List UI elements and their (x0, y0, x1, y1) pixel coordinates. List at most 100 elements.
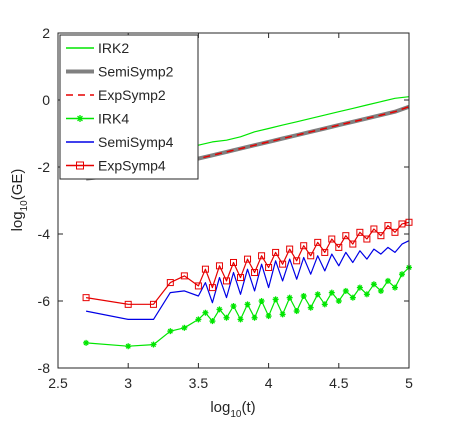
series-semisymp4 (85, 240, 410, 320)
data-point-asterisk (258, 298, 265, 304)
data-point-asterisk (150, 341, 157, 348)
data-point-asterisk (384, 277, 391, 284)
data-point-square (356, 228, 364, 236)
y-tick-label: -4 (38, 226, 51, 242)
data-point-square (391, 228, 399, 236)
data-point-asterisk (398, 271, 405, 278)
series-expsymp4 (82, 218, 413, 308)
data-point-square (307, 252, 315, 260)
data-point-asterisk (349, 294, 356, 301)
data-point-asterisk (76, 115, 84, 122)
data-point-square (279, 260, 287, 268)
data-point-square (237, 274, 245, 282)
data-point-asterisk (265, 313, 272, 320)
data-point-square (194, 282, 202, 290)
data-point-asterisk (335, 298, 342, 304)
data-point-square (314, 238, 322, 246)
data-point-asterisk (356, 284, 363, 291)
x-axis-label-arg: (t) (241, 399, 255, 416)
data-point-square (272, 248, 280, 256)
data-point-square (328, 235, 336, 243)
x-tick-label: 2.5 (48, 375, 68, 391)
series-line-semisymp4 (85, 240, 410, 320)
y-axis-label-arg: (GE) (9, 169, 26, 201)
data-point-square (377, 232, 385, 240)
data-point-asterisk (216, 306, 223, 313)
data-point-square (265, 264, 273, 271)
data-point-asterisk (314, 291, 321, 298)
data-point-square (230, 258, 237, 266)
data-point-asterisk (279, 311, 286, 318)
plot-frame (57, 32, 410, 369)
legend-item-expsymp4: ExpSymp4 (66, 158, 166, 174)
data-point-asterisk (391, 284, 398, 291)
y-tick-label: -8 (38, 360, 51, 376)
data-point-asterisk (181, 324, 188, 331)
data-point-asterisk (321, 301, 328, 308)
data-point-square (244, 255, 252, 263)
data-point-square (321, 248, 329, 256)
legend-label: ExpSymp4 (98, 158, 166, 174)
data-point-square (363, 235, 371, 243)
data-point-asterisk (328, 289, 335, 296)
data-point-square (286, 245, 294, 253)
data-point-asterisk (237, 316, 244, 323)
data-point-asterisk (251, 314, 258, 321)
data-point-square (215, 262, 223, 270)
x-axis-label-sub: 10 (230, 409, 242, 420)
data-point-asterisk (125, 343, 132, 350)
data-point-square (349, 240, 357, 248)
data-point-square (166, 279, 174, 287)
y-tick-label: 0 (42, 92, 50, 108)
x-tick-label: 4.5 (329, 375, 349, 391)
data-point-asterisk (342, 287, 349, 294)
data-point-asterisk (286, 294, 293, 301)
legend-item-expsymp2: ExpSymp2 (66, 87, 166, 103)
data-point-asterisk (195, 316, 202, 323)
data-point-asterisk (272, 296, 279, 303)
y-axis-label-sub: 10 (19, 200, 30, 212)
data-point-asterisk (377, 287, 384, 294)
data-point-square (222, 277, 230, 285)
data-point-asterisk (300, 292, 307, 299)
data-point-square (76, 161, 84, 170)
data-point-square (201, 265, 209, 273)
x-tick-label: 3.5 (189, 375, 209, 391)
legend-label: SemiSymp2 (98, 64, 174, 80)
data-point-square (82, 294, 90, 302)
data-point-square (370, 225, 378, 233)
y-axis-label: log10(GE) (9, 169, 30, 232)
legend-item-semisymp2: SemiSymp2 (66, 64, 174, 80)
legend-item-irk4: IRK4 (66, 111, 129, 127)
data-point-square (384, 222, 392, 230)
x-axis-label-main: log (210, 399, 230, 416)
legend-label: SemiSymp4 (98, 134, 174, 150)
y-tick-label: -6 (38, 293, 51, 309)
legend-label: IRK4 (98, 111, 129, 127)
legend-item-irk2: IRK2 (66, 40, 129, 56)
data-point-asterisk (230, 303, 237, 310)
data-point-asterisk (370, 281, 377, 288)
data-point-square (124, 300, 132, 308)
y-tick-label: -2 (38, 159, 51, 175)
data-point-asterisk (83, 339, 90, 346)
data-point-square (258, 252, 266, 260)
y-axis-label-main: log (9, 211, 26, 231)
data-point-square (180, 272, 188, 280)
ticks-layer: 2.5 3 3.5 4 4.5 5 -8 -6 -4 -2 0 2 (38, 25, 414, 391)
data-point-asterisk (209, 318, 216, 325)
x-tick-label: 5 (405, 375, 413, 391)
data-point-square (342, 232, 350, 240)
x-tick-label: 4 (265, 375, 273, 391)
data-point-square (149, 300, 157, 308)
data-point-asterisk (293, 308, 300, 315)
legend-label: IRK2 (98, 40, 129, 56)
data-point-square (300, 242, 308, 250)
data-point-asterisk (167, 328, 174, 335)
legend-box (59, 34, 199, 180)
x-axis-label: log10(t) (210, 399, 255, 420)
data-point-asterisk (307, 304, 314, 311)
data-point-asterisk (363, 291, 370, 298)
data-point-asterisk (223, 314, 230, 321)
